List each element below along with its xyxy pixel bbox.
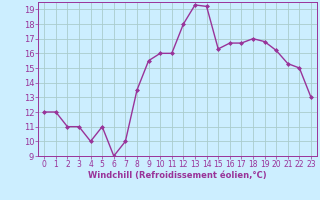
X-axis label: Windchill (Refroidissement éolien,°C): Windchill (Refroidissement éolien,°C) [88, 171, 267, 180]
